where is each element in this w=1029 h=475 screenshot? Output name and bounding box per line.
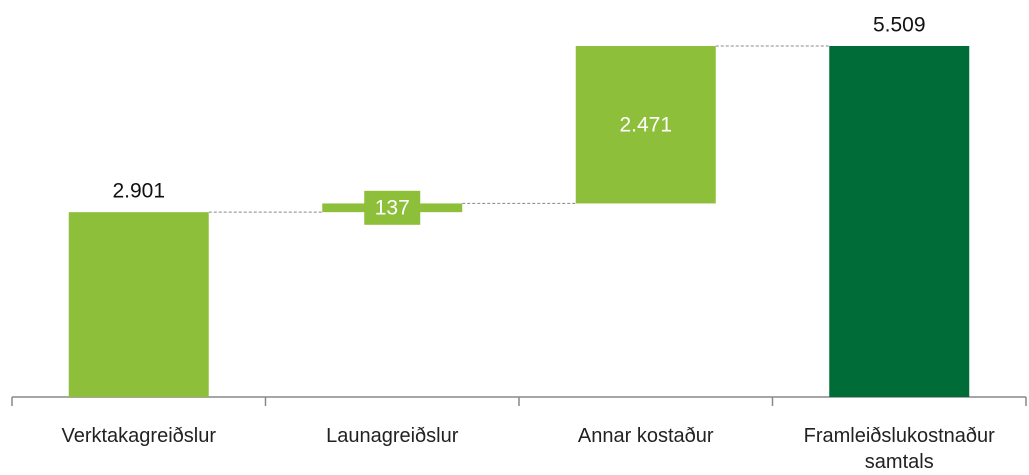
value-label: 2.471 [619, 113, 672, 136]
x-tick-label: Launagreiðslur [326, 425, 459, 447]
value-label: 5.509 [873, 14, 926, 37]
x-tick-label: Annar kostaður [577, 425, 714, 447]
bar [829, 46, 970, 397]
value-label: 137 [375, 196, 410, 219]
bar [68, 212, 209, 397]
bar [575, 46, 716, 204]
x-tick-label: Verktakagreiðslur [61, 425, 217, 447]
value-label: 2.901 [112, 180, 165, 203]
x-tick-label: Framleiðslukostnaður samtals [803, 425, 995, 473]
label-box [364, 190, 421, 225]
